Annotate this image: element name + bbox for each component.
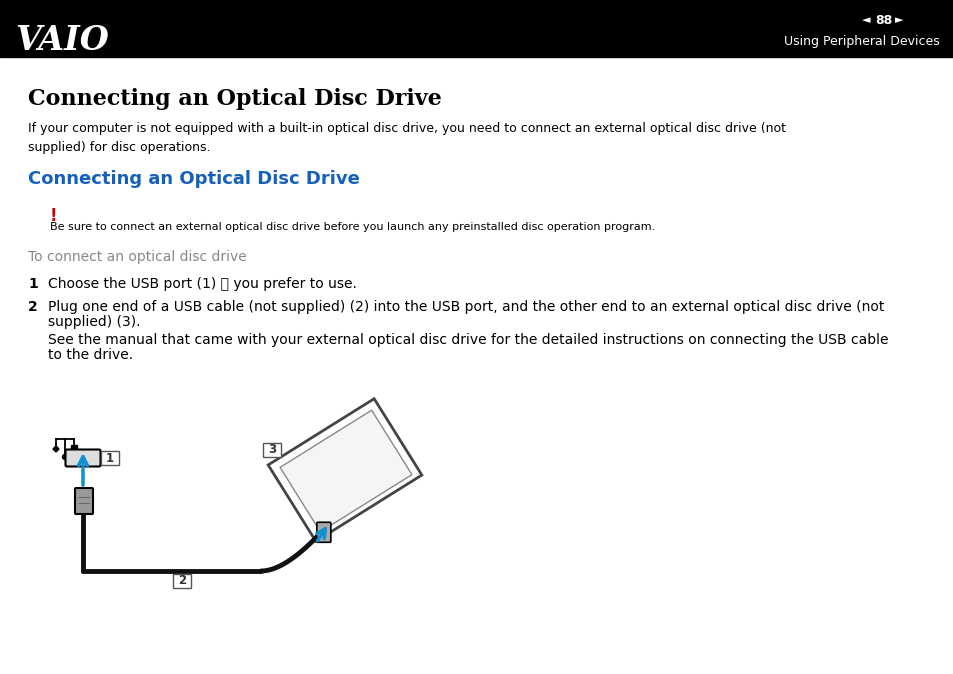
- Text: Using Peripheral Devices: Using Peripheral Devices: [783, 36, 939, 49]
- Text: See the manual that came with your external optical disc drive for the detailed : See the manual that came with your exter…: [48, 333, 887, 347]
- Polygon shape: [280, 410, 412, 532]
- Text: Connecting an Optical Disc Drive: Connecting an Optical Disc Drive: [28, 88, 441, 110]
- Text: 2: 2: [178, 574, 186, 588]
- Text: To connect an optical disc drive: To connect an optical disc drive: [28, 250, 247, 264]
- Text: ►: ►: [894, 15, 902, 25]
- FancyBboxPatch shape: [316, 522, 331, 543]
- Text: 1: 1: [28, 277, 38, 291]
- Text: Be sure to connect an external optical disc drive before you launch any preinsta: Be sure to connect an external optical d…: [50, 222, 655, 232]
- Text: 2: 2: [28, 300, 38, 314]
- Text: 1: 1: [106, 452, 114, 464]
- Bar: [0, 0, 953, 57]
- Bar: [172, 574, 191, 588]
- Text: 3: 3: [268, 443, 276, 456]
- Text: VAIO: VAIO: [15, 24, 109, 57]
- Text: Choose the USB port (1) ␥ you prefer to use.: Choose the USB port (1) ␥ you prefer to …: [48, 277, 356, 291]
- Text: !: !: [50, 207, 57, 225]
- FancyBboxPatch shape: [66, 450, 100, 466]
- Text: Plug one end of a USB cable (not supplied) (2) into the USB port, and the other : Plug one end of a USB cable (not supplie…: [48, 300, 883, 314]
- Circle shape: [63, 454, 68, 460]
- Bar: [101, 451, 119, 465]
- Polygon shape: [268, 399, 421, 541]
- Text: supplied) (3).: supplied) (3).: [48, 315, 140, 329]
- Bar: [263, 443, 281, 457]
- Bar: [71, 445, 77, 450]
- Text: 88: 88: [874, 13, 891, 26]
- Text: Connecting an Optical Disc Drive: Connecting an Optical Disc Drive: [28, 170, 359, 188]
- Text: ◄: ◄: [862, 15, 869, 25]
- Text: If your computer is not equipped with a built-in optical disc drive, you need to: If your computer is not equipped with a …: [28, 122, 785, 154]
- Polygon shape: [53, 446, 59, 452]
- FancyBboxPatch shape: [75, 488, 92, 514]
- Text: to the drive.: to the drive.: [48, 348, 133, 362]
